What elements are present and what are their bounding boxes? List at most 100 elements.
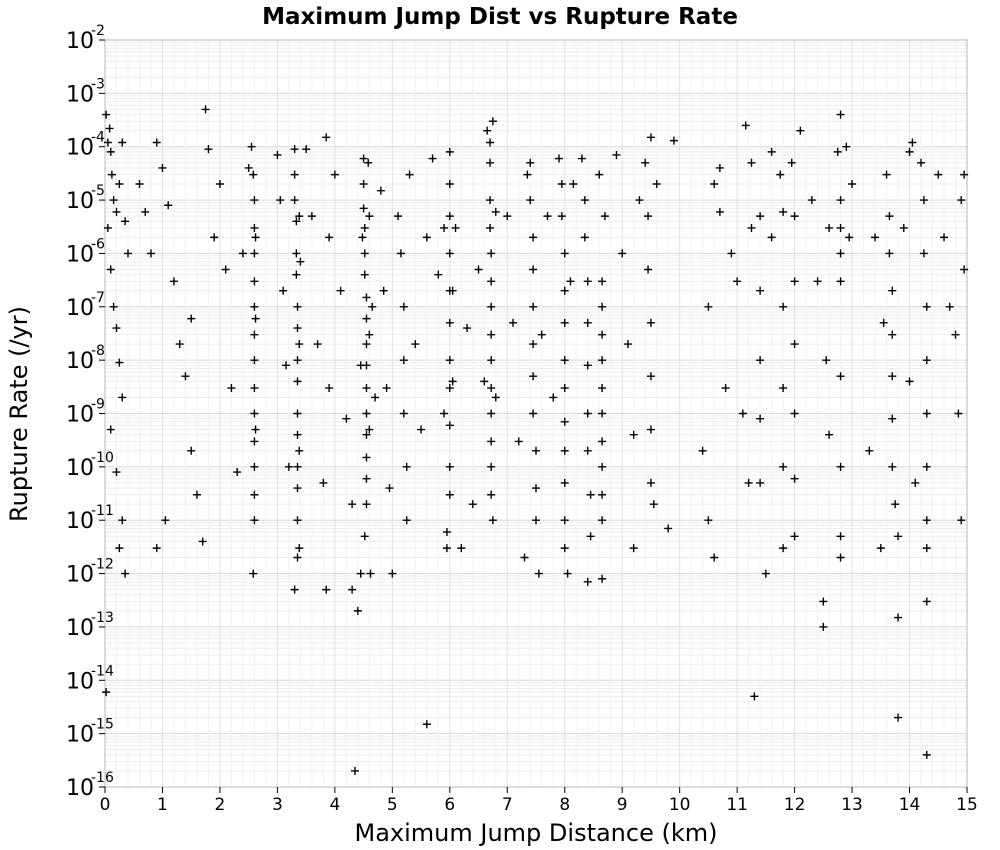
data-point: [532, 446, 540, 455]
x-tick-label: 15: [956, 795, 978, 815]
y-tick-label: 10: [66, 296, 94, 321]
y-tick-exponent: -11: [91, 503, 114, 519]
data-point: [598, 409, 607, 418]
data-point: [360, 223, 369, 232]
data-point-marker: [529, 409, 538, 418]
data-point: [107, 170, 116, 179]
data-point-marker: [836, 553, 845, 562]
data-point-marker: [960, 170, 969, 179]
data-point: [750, 692, 759, 701]
data-point: [445, 421, 454, 430]
data-point-marker: [362, 384, 371, 393]
data-point: [342, 414, 351, 423]
data-point-marker: [790, 340, 799, 349]
data-point: [457, 544, 466, 553]
data-point-marker: [891, 500, 900, 509]
data-point-marker: [779, 384, 788, 393]
data-point: [356, 569, 365, 578]
data-point: [295, 544, 304, 553]
data-point-marker: [747, 223, 756, 232]
data-point-marker: [445, 490, 454, 499]
x-tick-label: 12: [784, 795, 806, 815]
y-tick-exponent: -12: [91, 557, 114, 573]
data-point-marker: [776, 170, 785, 179]
data-point: [776, 170, 785, 179]
data-point: [359, 180, 368, 189]
data-point-marker: [715, 163, 724, 172]
data-point: [566, 277, 575, 286]
data-point-marker: [704, 302, 713, 311]
data-point: [836, 249, 845, 258]
data-point: [580, 233, 589, 242]
data-point-marker: [704, 516, 713, 525]
data-point: [652, 180, 661, 189]
data-point: [833, 147, 842, 156]
data-point: [115, 180, 124, 189]
data-point: [919, 249, 928, 258]
y-tick-label: 10: [66, 349, 94, 374]
data-point: [434, 270, 443, 279]
data-point: [560, 516, 569, 525]
data-point-marker: [560, 478, 569, 487]
data-point: [379, 286, 388, 295]
data-point-marker: [282, 361, 291, 370]
data-point: [747, 223, 756, 232]
data-point-marker: [922, 597, 931, 606]
data-point: [761, 569, 770, 578]
data-point-marker: [646, 318, 655, 327]
y-tick-exponent: -10: [91, 450, 114, 466]
data-point-marker: [445, 318, 454, 327]
data-point: [152, 138, 161, 147]
data-point-marker: [790, 409, 799, 418]
data-point-marker: [879, 318, 888, 327]
data-point-marker: [112, 324, 121, 333]
data-point-marker: [250, 437, 259, 446]
data-point: [922, 302, 931, 311]
data-point-marker: [356, 569, 365, 578]
data-point: [836, 223, 845, 232]
data-point-marker: [529, 265, 538, 274]
data-point: [322, 585, 331, 594]
data-point: [293, 516, 302, 525]
data-point-marker: [646, 425, 655, 434]
data-point: [115, 358, 124, 367]
data-point: [365, 212, 374, 221]
data-point: [106, 425, 115, 434]
data-point: [549, 393, 558, 402]
y-tick-exponent: -4: [91, 130, 105, 146]
data-point-marker: [376, 186, 385, 195]
data-point-marker: [529, 233, 538, 242]
data-point-marker: [362, 340, 371, 349]
y-tick-label: 10: [66, 242, 94, 267]
y-tick-exponent: -2: [91, 23, 105, 39]
data-point-marker: [646, 133, 655, 142]
data-point-marker: [557, 212, 566, 221]
data-point: [411, 340, 420, 349]
data-point: [249, 170, 258, 179]
data-point-marker: [244, 163, 253, 172]
data-point: [282, 361, 291, 370]
data-point: [836, 532, 845, 541]
data-point-marker: [201, 105, 210, 114]
y-tick-label: 10: [66, 723, 94, 748]
data-point-marker: [488, 117, 497, 126]
data-point: [250, 384, 259, 393]
data-point-marker: [463, 324, 472, 333]
data-point-marker: [721, 384, 730, 393]
data-point-marker: [583, 277, 592, 286]
data-point-marker: [598, 409, 607, 418]
data-point: [825, 223, 834, 232]
data-point-marker: [652, 180, 661, 189]
data-point-marker: [503, 212, 512, 221]
data-point-marker: [293, 302, 302, 311]
data-point: [399, 302, 408, 311]
data-point-marker: [598, 302, 607, 311]
data-point-marker: [251, 425, 260, 434]
data-point: [957, 516, 966, 525]
data-point-marker: [152, 138, 161, 147]
data-point-marker: [483, 126, 492, 135]
data-point-marker: [313, 340, 322, 349]
data-point-marker: [486, 223, 495, 232]
data-point: [715, 207, 724, 216]
x-tick-label: 2: [215, 795, 226, 815]
